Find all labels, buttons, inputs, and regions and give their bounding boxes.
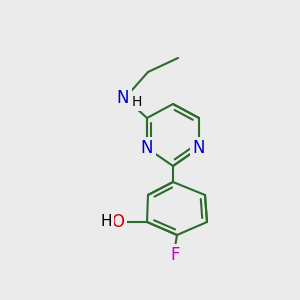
- Text: N: N: [193, 139, 205, 157]
- Text: O: O: [112, 213, 124, 231]
- Text: N: N: [141, 139, 153, 157]
- Text: H: H: [132, 95, 142, 109]
- Text: F: F: [170, 246, 180, 264]
- Text: N: N: [117, 89, 129, 107]
- Text: H: H: [100, 214, 112, 230]
